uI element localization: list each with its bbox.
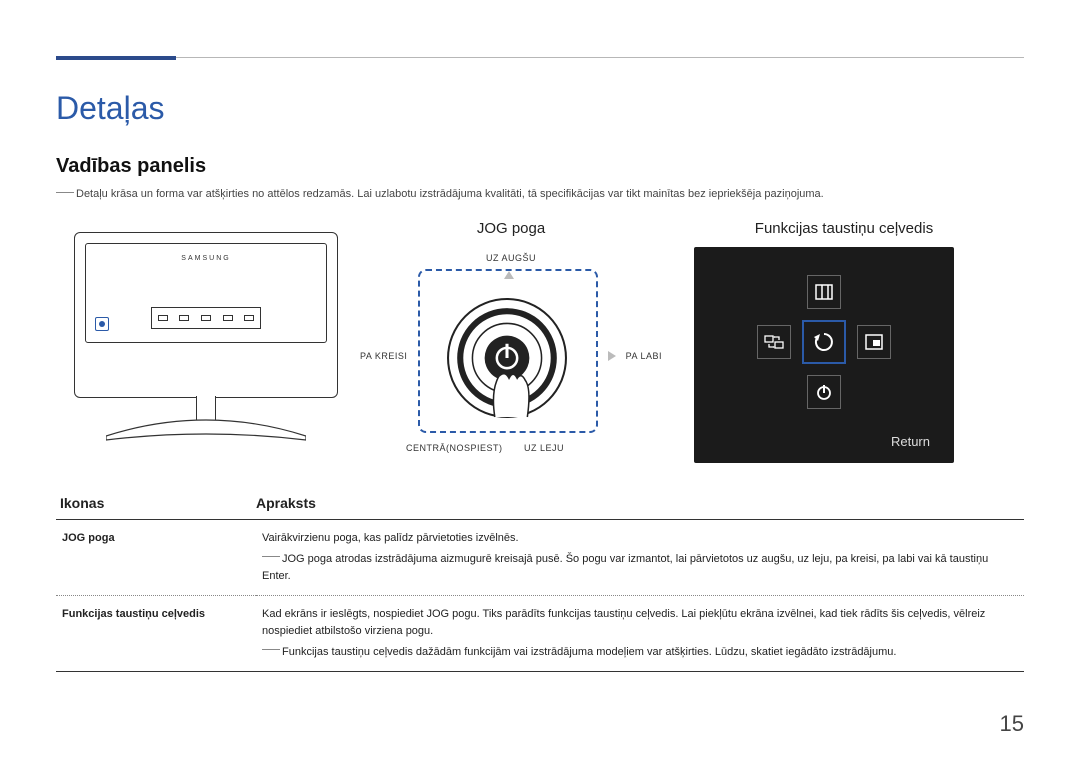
jog-dial-icon (446, 297, 568, 419)
table-row: Funkcijas taustiņu ceļvedis Kad ekrāns i… (56, 596, 1024, 672)
monitor-ports (151, 307, 261, 329)
power-icon (807, 375, 841, 409)
jog-label-down: UZ LEJU (524, 443, 564, 453)
figure-row: SAMSUNG JOG poga (56, 220, 1024, 463)
monitor-illustration: SAMSUNG (56, 220, 356, 450)
jog-label-right: PA LABI (626, 351, 662, 361)
row-label-jog: JOG poga (56, 520, 256, 596)
monitor-brand: SAMSUNG (181, 255, 230, 262)
jog-heading: JOG poga (356, 220, 666, 237)
row-note: JOG poga atrodas izstrādājuma aizmugurē … (262, 551, 1018, 585)
page-number: 15 (1000, 711, 1024, 737)
function-key-guide-figure: Funkcijas taustiņu ceļvedis (674, 220, 1014, 463)
jog-label-up: UZ AUGŠU (486, 253, 536, 263)
source-icon (757, 325, 791, 359)
jog-figure: JOG poga (356, 220, 666, 457)
description-table: Ikonas Apraksts JOG poga Vairākvirzienu … (56, 489, 1024, 672)
menu-icon (807, 275, 841, 309)
col-header-desc: Apraksts (256, 489, 1024, 520)
top-rule (56, 56, 1024, 60)
section-subtitle: Vadības panelis (56, 155, 1024, 178)
row-label-guide: Funkcijas taustiņu ceļvedis (56, 596, 256, 672)
guide-heading: Funkcijas taustiņu ceļvedis (674, 220, 1014, 237)
row-desc: Kad ekrāns ir ieslēgts, nospiediet JOG p… (262, 606, 1018, 640)
undo-icon (802, 320, 846, 364)
row-desc: Vairākvirzienu poga, kas palīdz pārvieto… (262, 530, 1018, 547)
jog-label-center: CENTRĀ(NOSPIEST) (406, 443, 503, 453)
pip-icon (857, 325, 891, 359)
note-line: Detaļu krāsa un forma var atšķirties no … (56, 188, 1024, 200)
note-text: Detaļu krāsa un forma var atšķirties no … (76, 188, 824, 200)
table-row: JOG poga Vairākvirzienu poga, kas palīdz… (56, 520, 1024, 596)
page-title: Detaļas (56, 90, 1024, 127)
guide-return-label: Return (891, 434, 930, 449)
row-note: Funkcijas taustiņu ceļvedis dažādām funk… (262, 644, 1018, 661)
col-header-icons: Ikonas (56, 489, 256, 520)
monitor-jog-marker (95, 317, 109, 331)
jog-label-left: PA KREISI (360, 351, 407, 361)
